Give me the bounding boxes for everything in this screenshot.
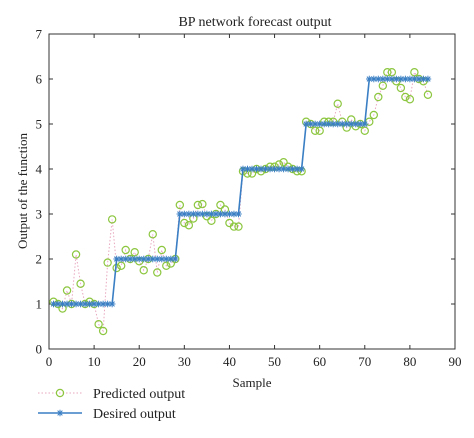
- x-tick-label: 90: [449, 354, 462, 369]
- predicted-output-point: [333, 99, 342, 108]
- x-tick-label: 50: [268, 354, 281, 369]
- y-axis: 0 1 2 3 4 5 6 7: [36, 27, 455, 357]
- y-tick-label: 0: [36, 342, 43, 357]
- legend-predicted-marker: [55, 388, 65, 398]
- predicted-output-point: [423, 90, 433, 99]
- x-tick-label: 80: [403, 354, 416, 369]
- desired-output-point: [122, 255, 129, 263]
- legend-label: Predicted output: [93, 387, 185, 402]
- predicted-output-point: [180, 218, 189, 228]
- desired-output-point: [420, 75, 427, 83]
- desired-output-point: [316, 120, 323, 128]
- predicted-output-point: [175, 200, 185, 210]
- predicted-output-point: [103, 258, 112, 267]
- predicted-output-point: [139, 266, 148, 275]
- y-axis-label: Output of the function: [15, 133, 30, 249]
- x-tick-label: 0: [46, 354, 53, 369]
- desired-output-point: [397, 75, 405, 83]
- predicted-output-point: [374, 92, 383, 102]
- predicted-output-point: [396, 83, 406, 93]
- desired-output-point: [226, 210, 233, 218]
- predicted-output-point: [157, 245, 166, 255]
- y-tick-label: 1: [36, 297, 43, 312]
- legend: Predicted output Desired output: [38, 387, 185, 422]
- desired-output-point: [131, 255, 139, 263]
- desired-output-point: [194, 210, 202, 218]
- predicted-output-point: [369, 110, 378, 120]
- y-tick-label: 5: [36, 117, 43, 132]
- y-tick-label: 3: [36, 207, 43, 222]
- desired-output-point: [411, 75, 418, 83]
- predicted-output-point: [62, 286, 72, 295]
- desired-output-point: [347, 120, 355, 128]
- x-tick-label: 40: [223, 354, 236, 369]
- predicted-output-point: [148, 230, 157, 239]
- predicted-output-point: [153, 268, 162, 277]
- predicted-output-point: [98, 326, 108, 336]
- desired-output-point: [424, 75, 432, 83]
- desired-output-point: [393, 75, 400, 83]
- series-layer: [49, 68, 433, 336]
- desired-output-point: [402, 75, 409, 83]
- desired-output-point: [108, 300, 116, 308]
- desired-output-point: [307, 120, 314, 128]
- predicted-output-point: [94, 320, 103, 329]
- desired-output-point: [361, 120, 369, 128]
- desired-output-point: [325, 120, 332, 128]
- plot-frame: [48, 33, 456, 350]
- desired-output-point: [126, 255, 134, 263]
- desired-output-point: [203, 210, 211, 218]
- x-axis-label: Sample: [233, 375, 272, 390]
- predicted-output-point: [71, 250, 81, 259]
- x-tick-label: 30: [178, 354, 191, 369]
- chart-title: BP network forecast output: [178, 15, 331, 30]
- predicted-output-point: [184, 221, 194, 230]
- desired-output-point: [289, 165, 296, 173]
- x-tick-label: 10: [88, 354, 101, 369]
- desired-output-point: [172, 255, 179, 263]
- predicted-output-point: [405, 95, 415, 104]
- legend-desired-marker: [56, 409, 64, 417]
- desired-output-line: [53, 78, 428, 305]
- y-tick-label: 6: [36, 72, 43, 87]
- desired-output-point: [235, 210, 242, 218]
- predicted-output-point: [198, 199, 207, 209]
- x-tick-label: 60: [313, 354, 326, 369]
- desired-output-point: [244, 165, 251, 173]
- desired-output-point: [68, 300, 75, 308]
- desired-output-point: [63, 300, 71, 308]
- predicted-output-point: [107, 215, 117, 224]
- predicted-output-point: [229, 222, 239, 231]
- predicted-output-point: [121, 245, 130, 255]
- x-axis: 0 10 20 30 40 50 60 70 80 90: [46, 34, 462, 369]
- y-tick-label: 2: [36, 252, 43, 267]
- predicted-output-point: [193, 200, 203, 210]
- x-tick-label: 20: [133, 354, 146, 369]
- legend-label: Desired output: [93, 407, 176, 422]
- desired-output-point: [176, 210, 184, 218]
- desired-output-point: [185, 210, 193, 218]
- predicted-output-point: [216, 200, 225, 210]
- predicted-output-point: [234, 222, 243, 231]
- x-tick-label: 70: [358, 354, 371, 369]
- desired-output-point: [221, 210, 229, 218]
- desired-output-point: [298, 165, 305, 173]
- desired-output-point: [77, 300, 84, 308]
- predicted-output-point: [401, 92, 410, 102]
- y-tick-label: 7: [36, 27, 43, 42]
- y-tick-label: 4: [36, 162, 43, 177]
- predicted-output-point: [76, 279, 85, 288]
